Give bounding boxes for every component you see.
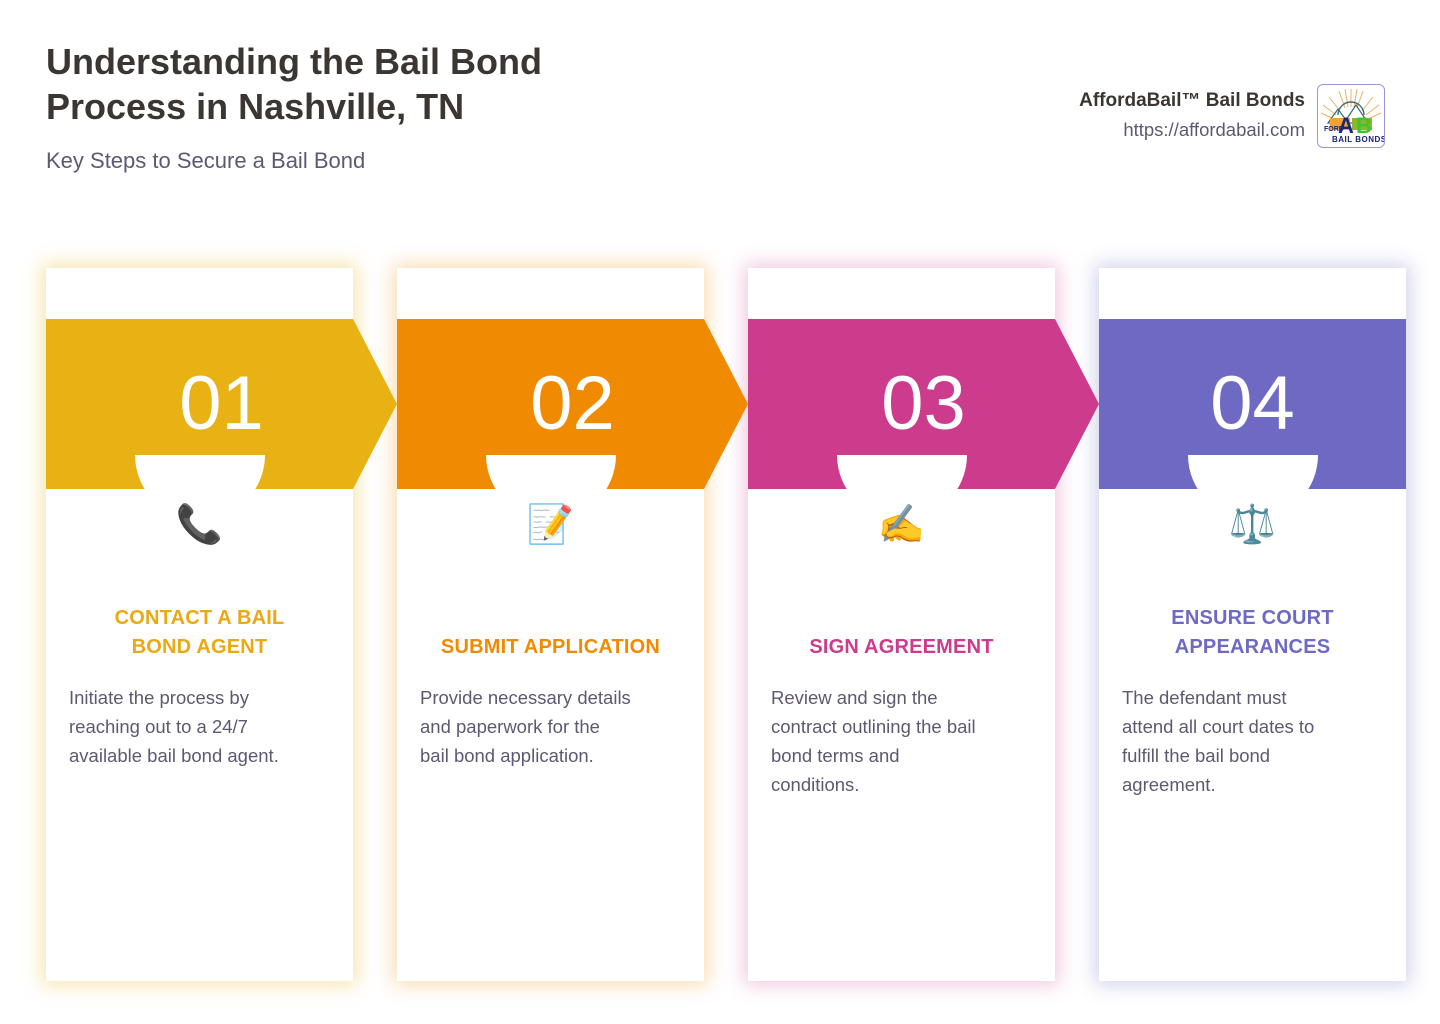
svg-text:BAIL BONDS: BAIL BONDS	[1332, 135, 1384, 144]
